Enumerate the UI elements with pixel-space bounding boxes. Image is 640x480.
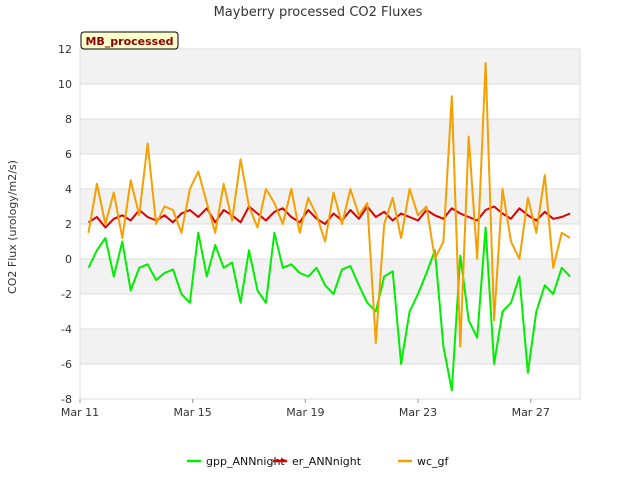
y-tick-label: -2	[61, 288, 72, 301]
badge-text: MB_processed	[85, 35, 173, 48]
badge-box	[80, 31, 179, 50]
y-tick-label: 6	[65, 148, 72, 161]
legend-label-wc_gf: wc_gf	[417, 455, 450, 468]
plot-band	[80, 154, 580, 189]
plot-band	[80, 294, 580, 329]
x-tick-label: Mar 19	[286, 406, 324, 419]
y-tick-label: -8	[61, 393, 72, 406]
y-tick-label: -4	[61, 323, 72, 336]
y-tick-label: 2	[65, 218, 72, 231]
y-tick-label: -6	[61, 358, 72, 371]
y-tick-label: 0	[65, 253, 72, 266]
plot-frame	[79, 48, 581, 400]
plot-band	[80, 119, 580, 154]
plot-band	[80, 329, 580, 364]
x-axis-ticks: Mar 11 Mar 15 Mar 19 Mar 23 Mar 27	[61, 399, 550, 419]
y-axis-ticks: -8 -6 -4 -2 0 2 4 6 8 10 12	[58, 43, 72, 406]
x-tick-label: Mar 11	[61, 406, 99, 419]
plot-band	[80, 84, 580, 119]
plot-band	[80, 364, 580, 399]
y-tick-label: 8	[65, 113, 72, 126]
series-line-wc_gf	[87, 62, 571, 348]
plot-band	[80, 49, 580, 84]
x-tick-label: Mar 27	[512, 406, 550, 419]
y-axis-label: CO2 Flux (urology/m2/s)	[6, 160, 19, 294]
y-tick-label: 12	[58, 43, 72, 56]
legend-label-gpp_ANNnight: gpp_ANNnight	[206, 455, 285, 468]
x-tick-label: Mar 23	[399, 406, 437, 419]
y-tick-label: 4	[65, 183, 72, 196]
x-tick-label: Mar 15	[174, 406, 212, 419]
plot-band	[80, 224, 580, 259]
badge: MB_processed	[80, 31, 179, 50]
legend: gpp_ANNnight er_ANNnight wc_gf	[187, 455, 450, 468]
series-lines	[87, 62, 571, 392]
chart-title: Mayberry processed CO2 Fluxes	[214, 5, 423, 20]
y-tick-label: 10	[58, 78, 72, 91]
series-line-gpp_ANNnight	[87, 226, 571, 392]
legend-label-er_ANNnight: er_ANNnight	[292, 455, 362, 468]
